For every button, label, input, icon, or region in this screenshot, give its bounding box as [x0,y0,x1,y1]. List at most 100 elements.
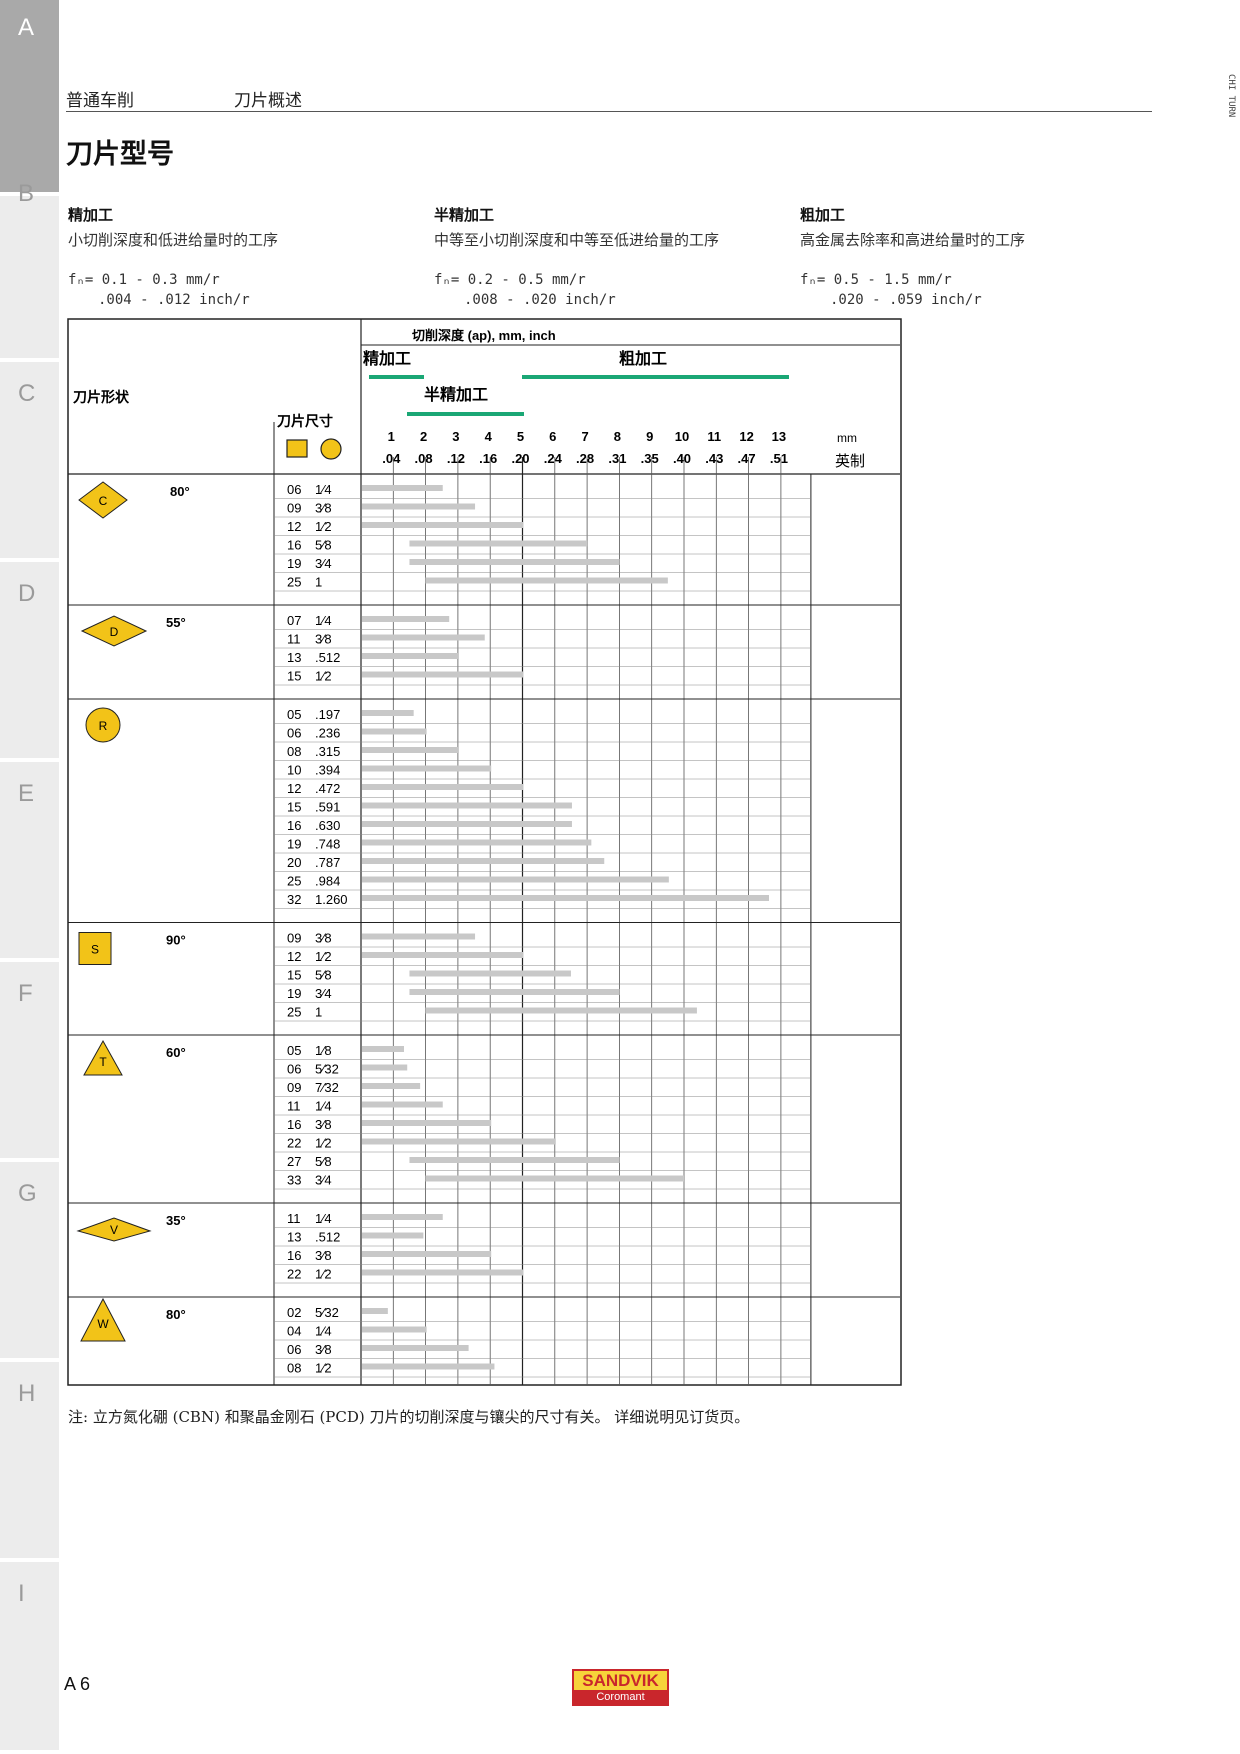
operation-name: 半精加工 [434,206,495,224]
size-inch: 1⁄4 [315,613,332,628]
tab-i[interactable]: I [0,1566,59,1754]
size-mm: 19 [287,556,301,571]
depth-bar [362,821,572,827]
size-mm: 12 [287,949,301,964]
depth-bar [409,540,588,547]
tick-inch-4: .16 [479,451,497,466]
size-mm: 15 [287,968,301,983]
size-mm: 16 [287,1248,301,1263]
tick-inch-6: .24 [544,451,563,466]
footnote: 注: 立方氮化硼 (CBN) 和聚晶金刚石 (PCD) 刀片的切削深度与镶尖的尺… [68,1408,750,1426]
insert-shape-letter: S [91,943,99,957]
size-inch: 3⁄4 [315,556,332,571]
tab-a[interactable]: A [0,0,59,196]
size-inch: .472 [315,781,340,796]
depth-bar [362,1138,556,1145]
size-inch: 1.260 [315,892,348,907]
insert-shape-letter: W [97,1317,109,1331]
c-insert-icon [78,481,128,519]
tick-mm-8: 8 [614,429,621,444]
size-inch: 1⁄2 [315,1136,332,1151]
tab-f[interactable]: F [0,966,59,1162]
size-inch: 3⁄4 [315,1173,332,1188]
tick-inch-5: .20 [511,451,529,466]
depth-bar [362,747,459,753]
insert-angle: 35° [166,1213,186,1228]
size-inch: .512 [315,650,340,665]
depth-bar [362,634,485,641]
tick-mm-4: 4 [485,429,493,444]
tab-h[interactable]: H [0,1366,59,1562]
size-mm: 11 [287,632,301,647]
tab-b[interactable]: B [0,166,59,362]
depth-bar [362,1064,408,1071]
tab-c[interactable]: C [0,366,59,562]
header-rule [66,111,1152,112]
range-rough-label: 粗加工 [619,349,667,368]
tick-mm-5: 5 [517,429,524,444]
depth-bar [362,1251,492,1257]
size-square-icon [286,439,308,458]
header-section: 普通车削 [66,91,134,111]
size-inch: 1⁄2 [315,1267,332,1282]
size-inch: 3⁄8 [315,501,332,516]
feed-inch: .004 - .012 inch/r [98,292,250,308]
size-mm: 12 [287,781,301,796]
size-inch: 3⁄8 [315,931,332,946]
chart-title: 切削深度 (ap), mm, inch [412,328,556,343]
operation-desc: 高金属去除率和高进给量时的工序 [800,231,1026,249]
depth-bar [362,1083,421,1089]
depth-bar [362,858,605,864]
feed-mm: fₙ= 0.5 - 1.5 mm/r [800,272,952,288]
size-mm: 06 [287,726,301,741]
depth-bar [362,653,459,659]
operation-finishing: 精加工 小切削深度和低进给量时的工序 fₙ= 0.1 - 0.3 mm/r .0… [68,204,418,308]
feed-mm: fₙ= 0.2 - 0.5 mm/r [434,272,586,288]
unit-mm: mm [837,431,857,445]
tick-inch-12: .47 [738,451,756,466]
size-inch: 3⁄4 [315,986,332,1001]
depth-bar [362,952,524,958]
size-inch: 1⁄4 [315,1099,332,1114]
depth-bar [362,839,592,846]
col-size-label: 刀片尺寸 [277,413,333,429]
feed-inch: .008 - .020 inch/r [464,292,616,308]
insert-angle: 80° [170,484,190,499]
tick-inch-10: .40 [673,451,691,466]
w-insert-icon [80,1297,126,1342]
size-inch: .591 [315,800,340,815]
tab-g[interactable]: G [0,1166,59,1362]
depth-bar [362,1214,443,1220]
size-mm: 33 [287,1173,301,1188]
size-mm: 22 [287,1267,301,1282]
size-mm: 19 [287,986,301,1001]
tab-e[interactable]: E [0,766,59,962]
depth-bar [409,989,620,995]
tab-d[interactable]: D [0,566,59,762]
tick-mm-1: 1 [388,429,395,444]
depth-bar [362,1308,388,1314]
depth-bar [362,1046,404,1052]
size-inch: 5⁄8 [315,538,332,553]
tick-inch-13: .51 [770,451,788,466]
size-mm: 13 [287,1230,301,1245]
tick-mm-11: 11 [707,429,721,444]
size-inch: .197 [315,707,340,722]
tick-mm-12: 12 [739,429,753,444]
size-mm: 19 [287,837,301,852]
size-mm: 09 [287,931,301,946]
size-mm: 09 [287,1080,301,1095]
size-mm: 15 [287,800,301,815]
depth-bar [362,671,524,678]
size-mm: 06 [287,482,301,497]
page-number: A 6 [64,1674,91,1694]
depth-bar [362,503,476,510]
logo-line2: Coromant [574,1690,667,1704]
depth-bar [425,1175,684,1182]
depth-bar [362,1232,424,1239]
depth-bar [362,1101,443,1108]
size-inch: 3⁄8 [315,1248,332,1263]
size-inch: 7⁄32 [315,1080,339,1095]
chart-frame [67,318,902,1386]
